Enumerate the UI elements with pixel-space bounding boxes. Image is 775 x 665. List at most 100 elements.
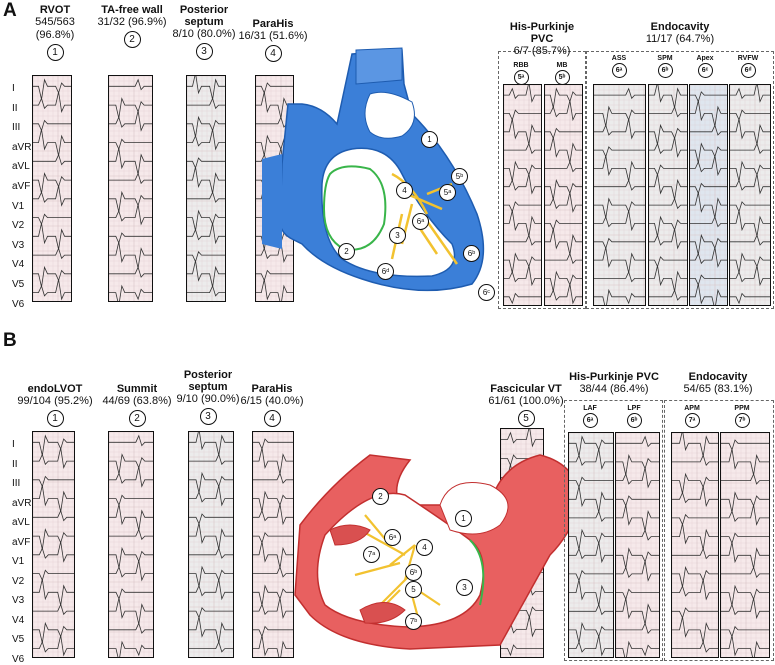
site-number: 4 <box>264 45 282 62</box>
site-summit: Summit 44/69 (63.8%) 2 <box>98 383 176 427</box>
heart-site-marker: 5ᵃ <box>439 184 456 201</box>
lead-label: V5 <box>12 634 25 645</box>
site-number: 1 <box>46 44 64 61</box>
sub-apex: Apex 6ᶜ <box>690 55 720 78</box>
panel-b-label: B <box>3 330 17 351</box>
ecg-strip-laf <box>568 432 614 658</box>
ecg-strip-lpf <box>615 432 660 658</box>
heart-site-marker: 7ᵇ <box>405 613 422 630</box>
site-number: 4 <box>263 410 281 427</box>
lead-label: V4 <box>12 259 25 271</box>
ecg-strip-spm <box>648 84 688 306</box>
site-stat: 61/61 (100.0%) <box>488 395 564 407</box>
site-posterior-septum-b: Posterior septum 9/10 (90.0%) 3 <box>175 369 241 425</box>
lead-label: V1 <box>12 556 25 567</box>
site-title: ParaHis <box>252 18 294 30</box>
heart-site-marker: 6ᶜ <box>478 284 495 301</box>
group-stat: 6/7 (85.7%) <box>513 45 571 57</box>
sub-laf: LAF 6ᵃ <box>572 405 608 428</box>
site-title: Fascicular VT <box>490 383 562 395</box>
ecg-strip-apex <box>689 84 728 306</box>
lead-label: aVR <box>12 141 32 153</box>
lead-label: II <box>12 102 18 114</box>
group-endocavity-b: Endocavity 54/65 (83.1%) <box>665 371 771 395</box>
ecg-strip-mb <box>544 84 583 306</box>
site-stat: 16/31 (51.6%) <box>238 30 308 42</box>
sub-mb: MB 5ᵇ <box>546 62 578 85</box>
lead-label: V5 <box>12 279 25 290</box>
site-title: RVOT <box>39 4 71 16</box>
lead-label: V4 <box>12 614 25 626</box>
site-stat: 99/104 (95.2%) <box>17 395 93 407</box>
group-his-purkinje-a: His-Purkinje PVC 6/7 (85.7%) <box>500 21 584 57</box>
heart-site-marker: 3 <box>389 227 406 244</box>
ecg-strip-parahis-b <box>252 431 294 658</box>
site-number: 1 <box>46 410 64 427</box>
sub-rvfw: RVFW 6ᵈ <box>731 55 765 78</box>
heart-site-marker: 4 <box>396 182 413 199</box>
left-ventricle-diagram <box>294 454 581 650</box>
site-posterior-septum: Posterior septum 8/10 (80.0%) 3 <box>172 4 236 60</box>
group-stat: 38/44 (86.4%) <box>579 383 649 395</box>
site-title: endoLVOT <box>27 383 83 395</box>
ecg-strip-summit <box>108 431 154 658</box>
panel-a-label: A <box>3 0 17 21</box>
heart-site-marker: 6ᵃ <box>412 213 429 230</box>
site-parahis-b: ParaHis 6/15 (40.0%) 4 <box>240 383 304 427</box>
site-stat: 8/10 (80.0%) <box>172 28 236 40</box>
lead-label: aVL <box>12 517 30 528</box>
group-his-purkinje-b: His-Purkinje PVC 38/44 (86.4%) <box>566 371 662 395</box>
lead-label: V3 <box>12 595 25 606</box>
sub-ppm: PPM 7ᵇ <box>722 405 762 428</box>
group-title: Endocavity <box>650 21 710 33</box>
site-stat: 545/563 (96.8%) <box>35 16 75 41</box>
heart-site-marker: 2 <box>338 243 355 260</box>
ecg-strip-rvfw <box>729 84 771 306</box>
lead-label: aVF <box>12 181 31 192</box>
site-title: ParaHis <box>251 383 293 395</box>
lead-label: V6 <box>12 298 25 310</box>
ecg-strip-endolvot <box>32 431 75 658</box>
lead-label: V6 <box>12 653 25 665</box>
site-number: 2 <box>128 410 146 427</box>
site-title: Posterior septum <box>183 369 233 393</box>
sub-rbb: RBB 5ᵃ <box>505 62 537 85</box>
site-fascicular-vt: Fascicular VT 61/61 (100.0%) 5 <box>478 383 574 427</box>
ecg-strip-apm <box>671 432 719 658</box>
site-number: 3 <box>195 43 213 60</box>
lead-label: aVL <box>12 161 30 173</box>
group-endocavity-a: Endocavity 11/17 (64.7%) <box>600 21 760 45</box>
heart-site-marker: 1 <box>455 510 472 527</box>
site-stat: 44/69 (63.8%) <box>102 395 172 407</box>
heart-site-marker: 7ᵃ <box>363 546 380 563</box>
heart-site-marker: 6ᵈ <box>377 263 394 280</box>
lead-label: V2 <box>12 220 25 232</box>
lead-label: III <box>12 478 21 489</box>
ecg-strip-rvot <box>32 75 72 302</box>
heart-site-marker: 4 <box>416 539 433 556</box>
site-title: TA-free wall <box>101 4 163 16</box>
ecg-strip-ass <box>593 84 646 306</box>
group-title: Endocavity <box>688 371 748 383</box>
heart-site-marker: 6ᵇ <box>463 245 480 262</box>
site-number: 2 <box>123 31 141 48</box>
site-stat: 31/32 (96.9%) <box>97 16 167 28</box>
site-number: 3 <box>199 408 217 425</box>
group-stat: 11/17 (64.7%) <box>645 33 715 45</box>
heart-site-marker: 5 <box>405 581 422 598</box>
ecg-strip-posterior-septum-b <box>188 431 234 658</box>
lead-label: aVF <box>12 536 31 548</box>
lead-label: I <box>12 439 15 450</box>
ecg-strip-ppm <box>720 432 770 658</box>
lead-label: III <box>12 122 21 134</box>
sub-lpf: LPF 6ᵇ <box>616 405 652 428</box>
ecg-strip-rbb <box>503 84 542 306</box>
lead-label: I <box>12 83 15 94</box>
site-ta-free-wall: TA-free wall 31/32 (96.9%) 2 <box>93 4 171 48</box>
lead-label: V1 <box>12 200 25 212</box>
group-title: His-Purkinje PVC <box>509 21 575 45</box>
heart-site-marker: 6ᵃ <box>384 529 401 546</box>
lead-label: V3 <box>12 239 25 251</box>
site-endolvot: endoLVOT 99/104 (95.2%) 1 <box>15 383 95 427</box>
heart-site-marker: 3 <box>456 579 473 596</box>
